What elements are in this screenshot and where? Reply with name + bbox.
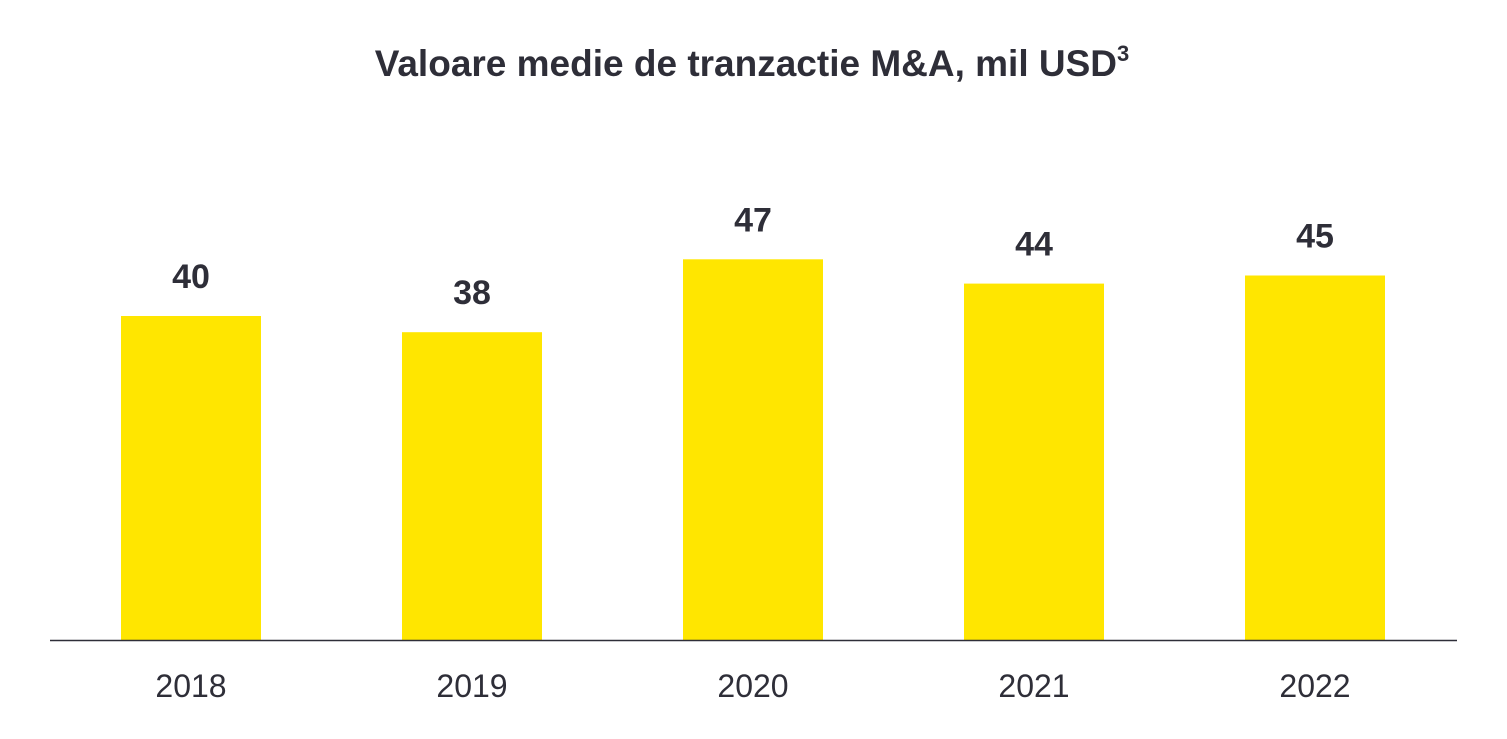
- data-label-2019: 38: [453, 274, 491, 312]
- chart-title: Valoare medie de tranzactie M&A, mil USD…: [375, 41, 1130, 84]
- bar-2020: [683, 259, 823, 640]
- bar-2018: [121, 316, 261, 640]
- data-label-2021: 44: [1015, 226, 1053, 264]
- bar-2022: [1245, 275, 1385, 640]
- data-label-2022: 45: [1296, 218, 1334, 256]
- data-label-2018: 40: [172, 258, 210, 296]
- x-tick-label-2022: 2022: [1279, 668, 1350, 704]
- x-tick-label-2019: 2019: [436, 668, 507, 704]
- chart-title-text: Valoare medie de tranzactie M&A, mil USD: [375, 43, 1117, 84]
- x-tick-label-2021: 2021: [998, 668, 1069, 704]
- x-tick-label-2020: 2020: [717, 668, 788, 704]
- bar-2019: [402, 332, 542, 640]
- x-tick-label-2018: 2018: [155, 668, 226, 704]
- chart-title-superscript: 3: [1117, 41, 1129, 66]
- data-label-2020: 47: [734, 201, 772, 239]
- bar-2021: [964, 283, 1104, 640]
